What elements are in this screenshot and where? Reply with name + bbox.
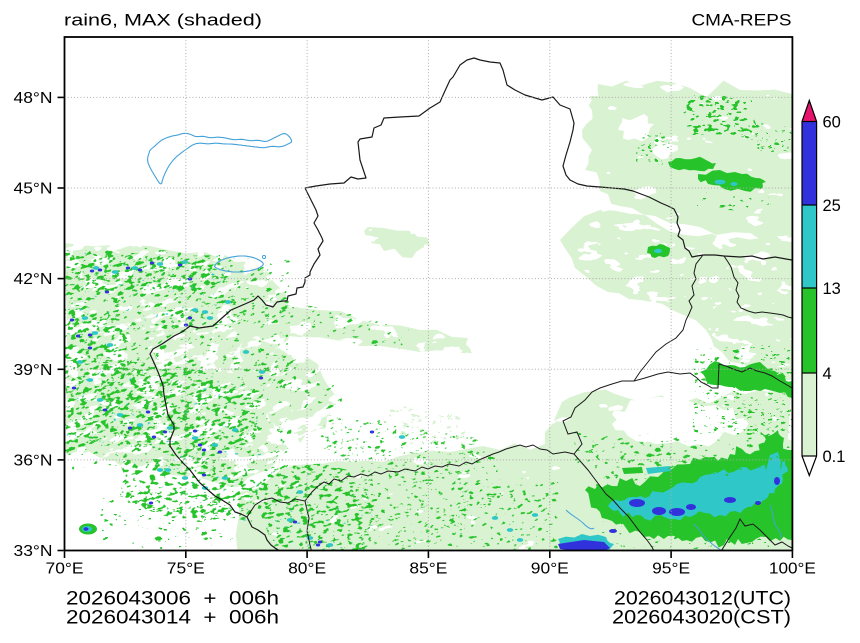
svg-text:2026043006 + 006h: 2026043006 + 006h bbox=[66, 589, 279, 610]
svg-text:100°E: 100°E bbox=[769, 561, 816, 578]
svg-text:36°N: 36°N bbox=[14, 452, 53, 469]
svg-text:48°N: 48°N bbox=[14, 90, 53, 107]
svg-text:95°E: 95°E bbox=[652, 561, 690, 578]
svg-text:CMA-REPS: CMA-REPS bbox=[692, 12, 792, 30]
svg-text:42°N: 42°N bbox=[14, 271, 53, 288]
svg-text:0.1: 0.1 bbox=[823, 448, 846, 466]
svg-text:2026043020(CST): 2026043020(CST) bbox=[612, 608, 791, 629]
svg-text:80°E: 80°E bbox=[288, 561, 326, 578]
svg-text:25: 25 bbox=[823, 197, 841, 215]
svg-text:2026043012(UTC): 2026043012(UTC) bbox=[614, 589, 791, 610]
svg-text:60: 60 bbox=[823, 113, 841, 131]
svg-text:85°E: 85°E bbox=[409, 561, 447, 578]
svg-text:rain6, MAX (shaded): rain6, MAX (shaded) bbox=[64, 12, 262, 30]
svg-text:2026043014 + 006h: 2026043014 + 006h bbox=[66, 608, 279, 629]
svg-text:13: 13 bbox=[823, 280, 841, 298]
svg-text:4: 4 bbox=[823, 365, 832, 383]
svg-text:33°N: 33°N bbox=[14, 543, 53, 560]
svg-text:90°E: 90°E bbox=[531, 561, 569, 578]
svg-text:75°E: 75°E bbox=[167, 561, 205, 578]
svg-text:39°N: 39°N bbox=[14, 362, 53, 379]
svg-text:45°N: 45°N bbox=[14, 181, 53, 198]
svg-text:70°E: 70°E bbox=[46, 561, 84, 578]
